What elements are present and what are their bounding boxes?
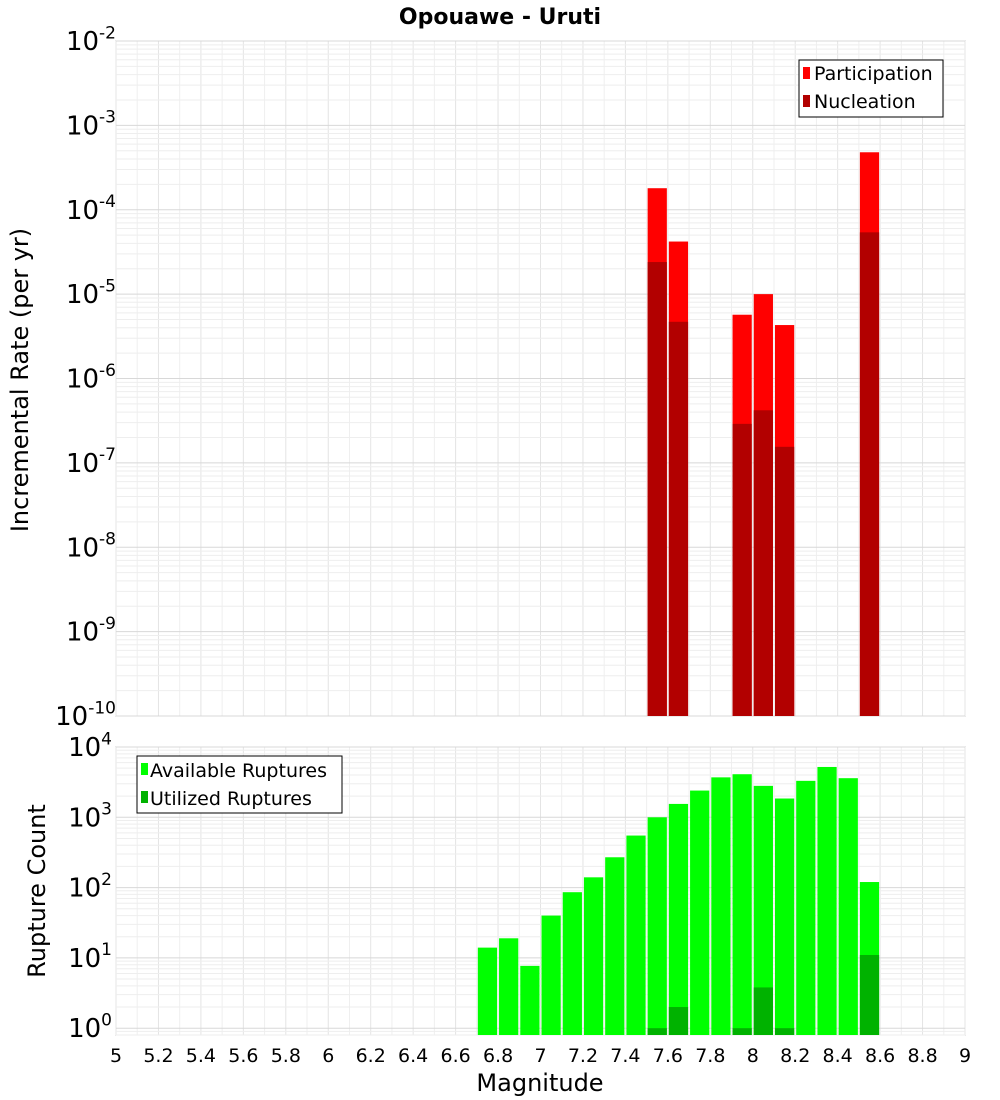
- bar-available-ruptures: [605, 857, 625, 1035]
- bar-available-ruptures: [774, 798, 795, 1035]
- x-tick-label: 8.4: [823, 1045, 853, 1067]
- x-tick-label: 6.4: [398, 1045, 428, 1067]
- legend-swatch-utilized: [141, 791, 148, 803]
- legend-label-participation: Participation: [814, 63, 933, 85]
- bar-available-ruptures: [753, 785, 773, 1035]
- count-panel: 104 103 102 101 100 5 5.2 5.4 5.6 5.8 6 6.2 6.4 6.6 6…: [23, 729, 971, 1097]
- rate-legend-box: [798, 59, 944, 118]
- y-tick-label: 10-5: [66, 276, 116, 310]
- bar-nucleation: [859, 232, 880, 716]
- legend-swatch-participation: [803, 67, 810, 79]
- x-tick-label: 6.8: [483, 1045, 513, 1067]
- x-ticks: 5 5.2 5.4 5.6 5.8 6 6.2 6.4 6.6 6.8 7 7.2 7.4 7.6 7.8 8…: [110, 1045, 971, 1067]
- bar-utilized-ruptures: [859, 954, 880, 1035]
- y-tick-label: 10-10: [55, 698, 116, 732]
- count-bars: [477, 766, 880, 1035]
- y-tick-label: 10-9: [66, 614, 116, 648]
- count-legend: Available Ruptures Utilized Ruptures: [136, 755, 343, 814]
- legend-label-available: Available Ruptures: [150, 760, 327, 782]
- y-tick-label: 10-6: [66, 361, 116, 395]
- y-tick-label: 10-8: [66, 530, 116, 564]
- y-tick-label: 102: [68, 870, 112, 904]
- bar-available-ruptures: [711, 777, 731, 1035]
- y-tick-label: 103: [68, 800, 112, 834]
- bar-available-ruptures: [626, 835, 646, 1035]
- count-y-ticks: 104 103 102 101 100: [68, 729, 112, 1044]
- bar-available-ruptures: [541, 915, 561, 1035]
- legend-label-nucleation: Nucleation: [814, 91, 916, 113]
- x-tick-label: 8.6: [865, 1045, 895, 1067]
- x-tick-label: 6: [322, 1045, 334, 1067]
- x-tick-label: 5.8: [271, 1045, 301, 1067]
- bar-available-ruptures: [583, 877, 604, 1035]
- bar-available-ruptures: [520, 965, 540, 1035]
- rate-panel: 10-2 10-3 10-4 10-5 10-6 10-7 10-8 10-9 10-10 In…: [6, 23, 966, 732]
- bar-available-ruptures: [647, 817, 667, 1035]
- x-tick-label: 8.2: [780, 1045, 810, 1067]
- x-tick-label: 5.6: [228, 1045, 258, 1067]
- x-tick-label: 7.6: [653, 1045, 683, 1067]
- bar-available-ruptures: [796, 780, 816, 1035]
- bar-available-ruptures: [838, 778, 858, 1035]
- y-tick-label: 10-7: [66, 445, 116, 479]
- x-tick-label: 5: [110, 1045, 122, 1067]
- rate-legend: Participation Nucleation: [798, 59, 944, 118]
- legend-label-utilized: Utilized Ruptures: [150, 788, 312, 810]
- x-tick-label: 5.4: [186, 1045, 216, 1067]
- x-tick-label: 7.2: [568, 1045, 598, 1067]
- bar-utilized-ruptures: [668, 1007, 689, 1035]
- x-axis-label: Magnitude: [476, 1069, 603, 1097]
- bar-available-ruptures: [668, 803, 689, 1035]
- y-tick-label: 101: [68, 940, 112, 974]
- legend-swatch-nucleation: [803, 95, 810, 107]
- y-tick-label: 104: [68, 729, 112, 763]
- bar-nucleation: [732, 423, 752, 716]
- rate-y-ticks: 10-2 10-3 10-4 10-5 10-6 10-7 10-8 10-9 10-10: [55, 23, 116, 732]
- x-tick-label: 5.2: [143, 1045, 173, 1067]
- bar-utilized-ruptures: [774, 1028, 795, 1035]
- y-tick-label: 10-4: [66, 192, 116, 226]
- x-tick-label: 8.8: [907, 1045, 937, 1067]
- count-y-axis-label: Rupture Count: [23, 804, 51, 978]
- chart-title: Opouawe - Uruti: [399, 5, 601, 30]
- x-tick-label: 9: [959, 1045, 971, 1067]
- x-tick-label: 6.6: [440, 1045, 470, 1067]
- bar-nucleation: [774, 446, 795, 716]
- bar-available-ruptures: [817, 766, 837, 1035]
- bar-available-ruptures: [562, 892, 582, 1035]
- bar-utilized-ruptures: [753, 987, 773, 1035]
- x-tick-label: 7.8: [695, 1045, 725, 1067]
- bar-utilized-ruptures: [647, 1028, 667, 1035]
- bar-available-ruptures: [690, 790, 710, 1035]
- bar-nucleation: [753, 410, 773, 716]
- x-tick-label: 7: [534, 1045, 546, 1067]
- count-legend-box: [136, 755, 343, 814]
- bar-utilized-ruptures: [732, 1028, 752, 1035]
- rate-grid: [115, 40, 966, 717]
- bar-nucleation: [668, 321, 689, 716]
- bar-available-ruptures: [499, 938, 519, 1035]
- x-tick-label: 8: [747, 1045, 759, 1067]
- rate-bars: [647, 152, 880, 717]
- y-tick-label: 10-2: [66, 23, 116, 57]
- y-tick-label: 10-3: [66, 108, 116, 142]
- bar-available-ruptures: [732, 774, 752, 1035]
- y-tick-label: 100: [68, 1010, 112, 1044]
- bar-available-ruptures: [477, 947, 498, 1035]
- bar-nucleation: [647, 262, 667, 716]
- x-tick-label: 7.4: [610, 1045, 640, 1067]
- legend-swatch-available: [141, 763, 148, 775]
- rate-y-axis-label: Incremental Rate (per yr): [6, 228, 34, 532]
- x-tick-label: 6.2: [356, 1045, 386, 1067]
